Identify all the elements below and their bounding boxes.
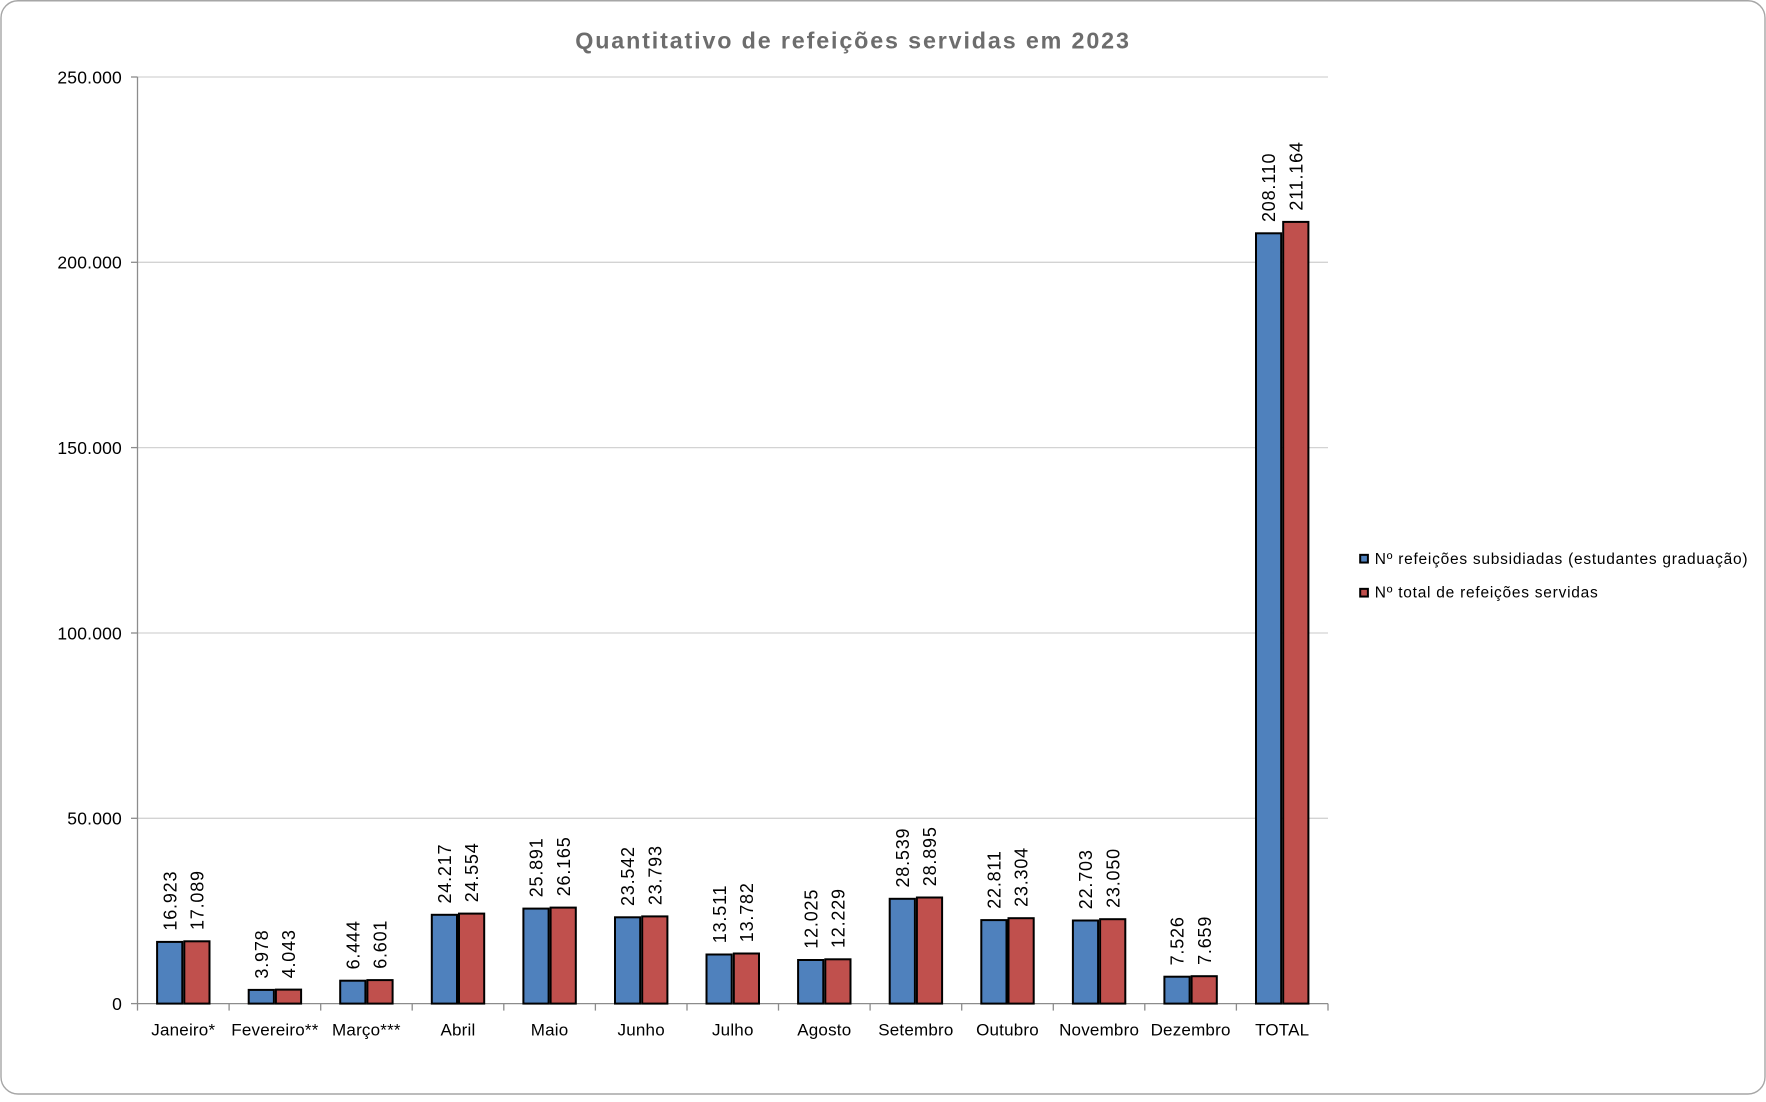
svg-text:25.891: 25.891 xyxy=(527,837,547,897)
svg-text:23.304: 23.304 xyxy=(1012,847,1032,907)
svg-text:100.000: 100.000 xyxy=(57,623,122,643)
svg-text:7.526: 7.526 xyxy=(1168,916,1188,965)
svg-text:TOTAL: TOTAL xyxy=(1255,1021,1309,1040)
svg-text:12.229: 12.229 xyxy=(829,888,849,948)
svg-text:Nº total de refeições servidas: Nº total de refeições servidas xyxy=(1375,585,1599,602)
svg-text:22.811: 22.811 xyxy=(985,850,1005,909)
svg-text:23.793: 23.793 xyxy=(645,845,665,905)
svg-text:6.444: 6.444 xyxy=(343,920,363,969)
svg-text:16.923: 16.923 xyxy=(160,871,180,931)
svg-text:50.000: 50.000 xyxy=(67,809,122,829)
svg-text:23.050: 23.050 xyxy=(1103,848,1123,908)
svg-text:23.542: 23.542 xyxy=(618,846,638,906)
svg-text:150.000: 150.000 xyxy=(57,438,122,458)
svg-text:Junho: Junho xyxy=(618,1021,665,1040)
svg-text:13.782: 13.782 xyxy=(737,882,757,942)
svg-text:0: 0 xyxy=(112,994,122,1014)
svg-text:200.000: 200.000 xyxy=(57,253,122,273)
svg-text:Fevereiro**: Fevereiro** xyxy=(231,1021,318,1040)
svg-text:Janeiro*: Janeiro* xyxy=(151,1021,215,1040)
svg-text:24.217: 24.217 xyxy=(435,844,455,904)
svg-text:Dezembro: Dezembro xyxy=(1151,1021,1231,1040)
svg-text:4.043: 4.043 xyxy=(279,929,299,978)
svg-text:Maio: Maio xyxy=(531,1021,569,1040)
svg-text:208.110: 208.110 xyxy=(1259,153,1279,222)
svg-text:22.703: 22.703 xyxy=(1076,849,1096,909)
svg-text:Abril: Abril xyxy=(440,1021,475,1040)
svg-text:Quantitativo de refeições serv: Quantitativo de refeições servidas em 20… xyxy=(575,27,1131,53)
svg-text:250.000: 250.000 xyxy=(57,67,122,87)
svg-text:Novembro: Novembro xyxy=(1059,1021,1139,1040)
svg-text:Julho: Julho xyxy=(712,1021,754,1040)
svg-text:26.165: 26.165 xyxy=(554,836,574,896)
svg-text:3.978: 3.978 xyxy=(252,930,272,979)
svg-text:28.895: 28.895 xyxy=(920,826,940,886)
svg-text:Março***: Março*** xyxy=(332,1021,401,1040)
svg-text:211.164: 211.164 xyxy=(1286,141,1306,210)
svg-text:24.554: 24.554 xyxy=(462,842,482,902)
svg-text:Setembro: Setembro xyxy=(878,1021,953,1040)
svg-text:6.601: 6.601 xyxy=(371,920,391,969)
svg-text:Agosto: Agosto xyxy=(797,1021,851,1040)
svg-text:17.089: 17.089 xyxy=(188,870,208,930)
svg-text:Nº refeições subsidiadas (estu: Nº refeições subsidiadas (estudantes gra… xyxy=(1375,551,1749,568)
svg-text:Outubro: Outubro xyxy=(976,1021,1039,1040)
svg-text:28.539: 28.539 xyxy=(893,828,913,888)
svg-text:7.659: 7.659 xyxy=(1195,916,1215,965)
svg-text:13.511: 13.511 xyxy=(710,885,730,944)
svg-text:12.025: 12.025 xyxy=(801,889,821,949)
